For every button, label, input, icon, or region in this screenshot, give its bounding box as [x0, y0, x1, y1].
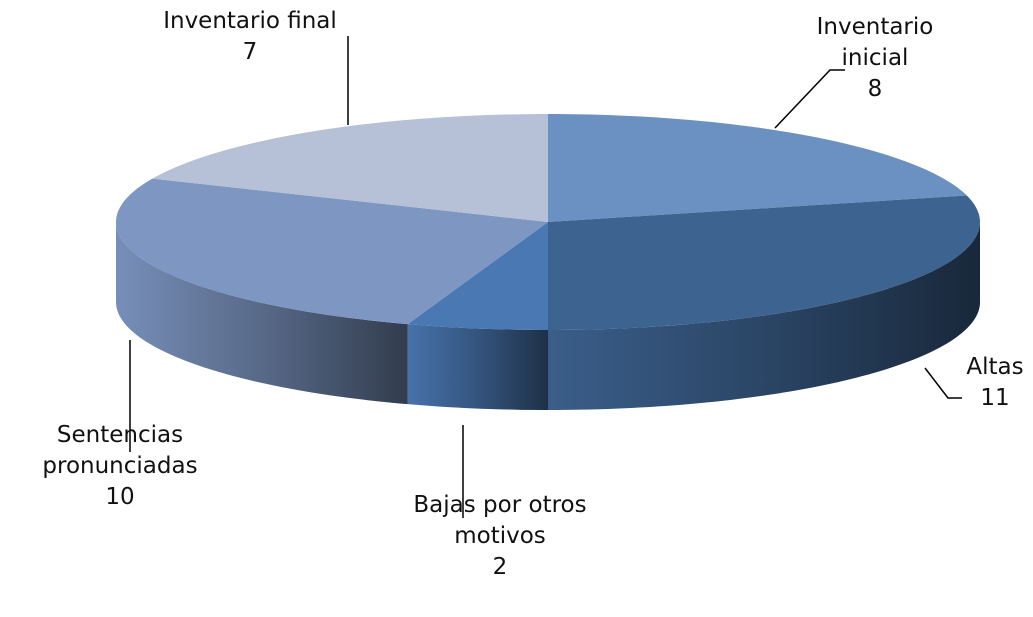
category-name: Inventario inicial	[816, 14, 934, 71]
side-shade	[548, 222, 980, 410]
value-label: 7	[242, 39, 258, 65]
category-name: Bajas por otros motivos	[413, 492, 587, 549]
value-label: 11	[980, 385, 1010, 411]
side-shade	[116, 222, 408, 405]
side-shade	[407, 324, 548, 410]
value-label: 10	[105, 484, 135, 510]
slice-top	[116, 178, 548, 325]
category-name: Sentencias pronunciadas	[42, 422, 198, 479]
slice-top	[548, 114, 967, 222]
slice-label: Inventario final 7	[130, 6, 370, 68]
category-name: Inventario final	[163, 8, 337, 34]
slice-label: Bajas por otros motivos 2	[380, 490, 620, 583]
slice-top	[407, 222, 548, 330]
value-label: 8	[867, 76, 883, 102]
slice-label: Sentencias pronunciadas 10	[10, 420, 230, 513]
value-label: 2	[492, 554, 508, 580]
slice-top	[548, 195, 980, 330]
slice-top	[152, 114, 548, 222]
leader-line	[774, 69, 845, 129]
slice-label: Altas 11	[955, 352, 1033, 414]
slice-label: Inventario inicial 8	[790, 12, 960, 105]
category-name: Altas	[966, 354, 1024, 380]
leader-line	[924, 367, 962, 399]
